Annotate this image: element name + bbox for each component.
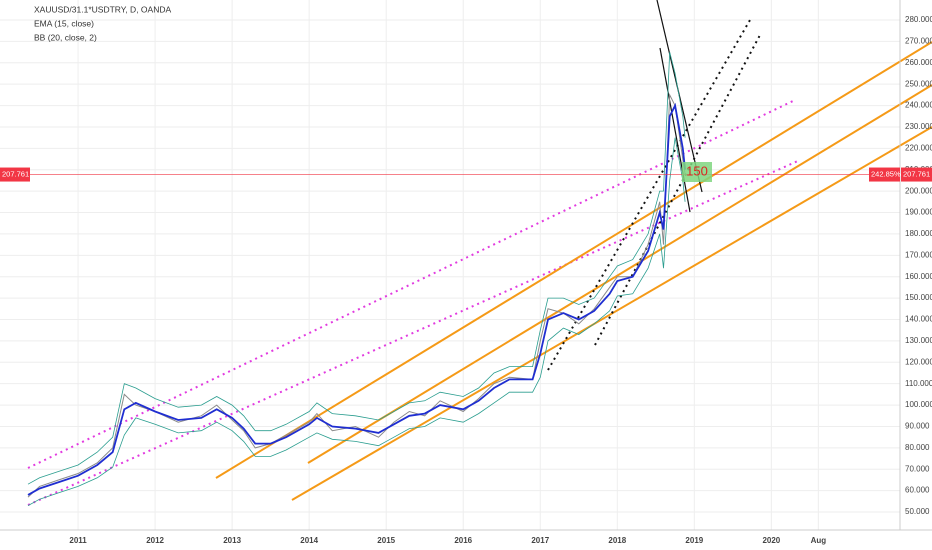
channel-line [215, 41, 932, 479]
y-tick-label: 160.000 [905, 272, 932, 281]
y-tick-label: 200.000 [905, 186, 932, 195]
y-tick-label: 120.000 [905, 357, 932, 366]
trend-line [659, 47, 691, 213]
box [682, 162, 712, 182]
x-tick-label: 2016 [454, 536, 472, 545]
x-tick-label: 2014 [300, 536, 318, 545]
series-line [27, 102, 686, 496]
percent-label: 242.85% [871, 170, 901, 179]
x-tick-label: 2012 [146, 536, 164, 545]
price-badge [0, 167, 30, 182]
legend-entry: EMA (15, close) [34, 18, 94, 28]
channel-line [291, 126, 932, 501]
y-tick-label: 140.000 [905, 315, 932, 324]
drawings [27, 0, 932, 506]
y-tick-label: 270.000 [905, 37, 932, 46]
series-line [27, 92, 686, 498]
price-label: 207.761 [903, 170, 930, 179]
y-tick-label: 250.000 [905, 79, 932, 88]
y-tick-label: 50.000 [905, 507, 930, 516]
x-tick-label: 2018 [608, 536, 626, 545]
y-tick-label: 90.000 [905, 422, 930, 431]
y-tick-label: 60.000 [905, 486, 930, 495]
price-label: 207.761 [2, 170, 29, 179]
y-tick-label: 240.000 [905, 101, 932, 110]
y-tick-label: 230.000 [905, 122, 932, 131]
price-badge [901, 167, 932, 182]
y-tick-label: 260.000 [905, 58, 932, 67]
y-tick-label: 150.000 [905, 293, 932, 302]
percent-badge [869, 167, 900, 182]
x-tick-label: Aug [811, 536, 827, 545]
legend-entry: BB (20, close, 2) [34, 32, 97, 42]
y-tick-label: 80.000 [905, 443, 930, 452]
chart-title: XAUUSD/31.1*USDTRY, D, OANDA [34, 4, 171, 14]
box-label: 150 [686, 163, 708, 178]
y-tick-label: 170.000 [905, 250, 932, 259]
channel-line [307, 84, 932, 464]
y-tick-label: 130.000 [905, 336, 932, 345]
y-tick-label: 70.000 [905, 464, 930, 473]
x-tick-label: 2013 [223, 536, 241, 545]
y-tick-label: 280.000 [905, 15, 932, 24]
y-tick-label: 220.000 [905, 143, 932, 152]
trend-dotted [594, 34, 761, 346]
trend-dotted [547, 19, 751, 371]
y-tick-label: 180.000 [905, 229, 932, 238]
series-line [27, 137, 686, 506]
y-tick-label: 190.000 [905, 208, 932, 217]
x-tick-label: 2020 [762, 536, 780, 545]
x-tick-label: 2017 [531, 536, 549, 545]
y-tick-label: 110.000 [905, 379, 932, 388]
x-tick-label: 2015 [377, 536, 395, 545]
y-tick-label: 100.000 [905, 400, 932, 409]
x-tick-label: 2011 [69, 536, 87, 545]
x-tick-label: 2019 [685, 536, 703, 545]
series-line [27, 52, 686, 485]
